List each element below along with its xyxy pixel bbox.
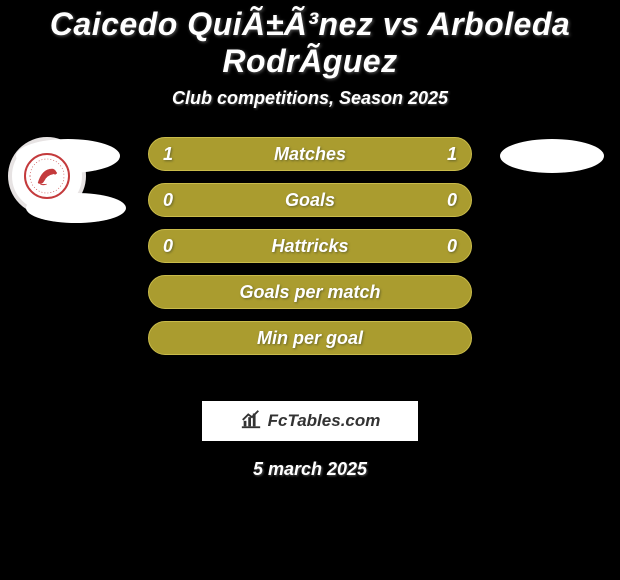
stat-bar: Hattricks 0 0 [148,229,472,263]
stat-bar-label: Min per goal [257,328,363,349]
stat-bar: Matches 1 1 [148,137,472,171]
date-text: 5 march 2025 [8,459,612,480]
attribution-text: FcTables.com [268,411,381,431]
stat-bar-label: Matches [274,144,346,165]
chart-icon [240,408,262,435]
stat-bar-label: Goals [285,190,335,211]
stat-bar: Min per goal [148,321,472,355]
stat-bar: Goals 0 0 [148,183,472,217]
attribution-badge: FcTables.com [202,401,418,441]
subtitle: Club competitions, Season 2025 [8,88,612,109]
stat-value-left: 1 [163,144,173,165]
page-title: Caicedo QuiÃ±Ã³nez vs Arboleda RodrÃ­gue… [8,0,612,88]
stat-value-left: 0 [163,190,173,211]
stat-value-right: 0 [447,190,457,211]
comparison-area: Matches 1 1 Goals 0 0 Hattricks 0 0 Goals per mat… [8,137,612,387]
team-right-logo-1 [500,139,604,173]
stat-bars: Matches 1 1 Goals 0 0 Hattricks 0 0 Goals per mat… [148,137,472,355]
stat-bar-label: Hattricks [271,236,348,257]
stat-bar-label: Goals per match [239,282,380,303]
stat-value-right: 0 [447,236,457,257]
stat-value-left: 0 [163,236,173,257]
stat-value-right: 1 [447,144,457,165]
crest-icon [24,153,70,199]
stat-bar: Goals per match [148,275,472,309]
